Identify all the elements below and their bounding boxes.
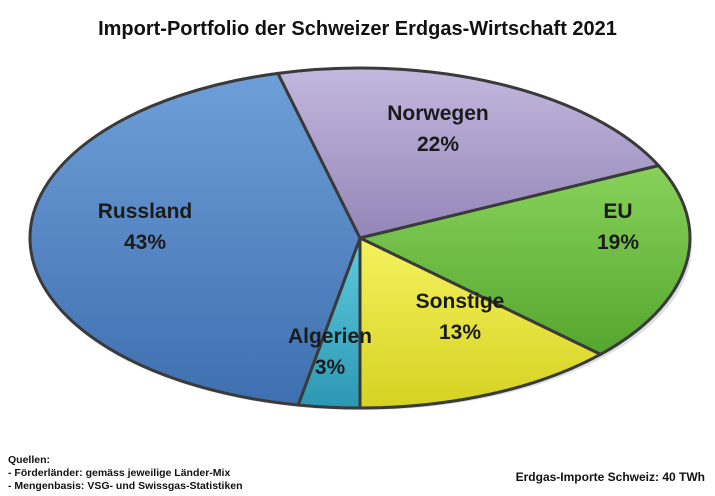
- slice-label-norwegen: Norwegen: [387, 102, 489, 125]
- slice-value-sonstige: 13%: [439, 321, 481, 344]
- pie-slice-russland: [28, 71, 362, 407]
- pie-slice-sonstige: [358, 236, 603, 410]
- slice-value-norwegen: 22%: [417, 133, 459, 156]
- sources-note: Quellen: - Förderländer: gemäss jeweilig…: [8, 454, 243, 493]
- pie-slice-eu: [358, 164, 692, 356]
- slice-label-sonstige: Sonstige: [416, 290, 505, 313]
- slice-value-algerien: 3%: [315, 356, 346, 379]
- slice-value-eu: 19%: [597, 231, 639, 254]
- slice-value-russland: 43%: [124, 231, 166, 254]
- source-line: - Förderländer: gemäss jeweilige Länder-…: [8, 467, 231, 479]
- pie-slice-norwegen: [276, 66, 661, 240]
- source-line: - Mengenbasis: VSG- und Swissgas-Statist…: [8, 480, 243, 492]
- total-imports-note: Erdgas-Importe Schweiz: 40 TWh: [515, 470, 705, 484]
- slice-label-algerien: Algerien: [288, 325, 372, 348]
- sources-heading: Quellen:: [8, 454, 51, 466]
- chart-title: Import-Portfolio der Schweizer Erdgas-Wi…: [98, 18, 617, 40]
- slice-label-eu: EU: [603, 200, 632, 223]
- slice-label-russland: Russland: [98, 200, 193, 223]
